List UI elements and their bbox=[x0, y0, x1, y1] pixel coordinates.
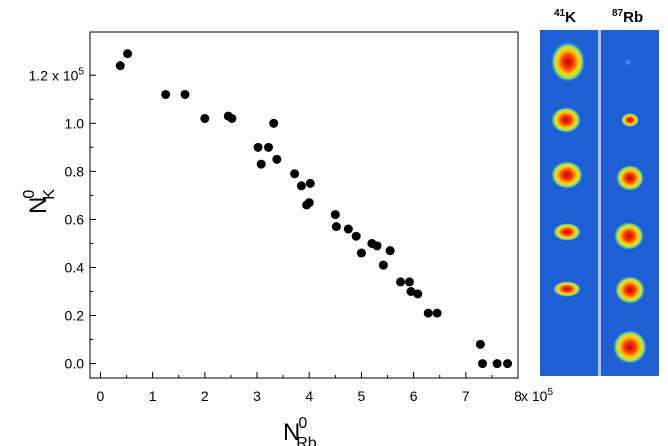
x-tick-label: 3 bbox=[253, 388, 261, 404]
y-axis-title: N0 K bbox=[21, 189, 58, 214]
data-point bbox=[296, 181, 306, 191]
data-point bbox=[161, 89, 171, 99]
data-point bbox=[356, 248, 366, 258]
x-tick-label: 5 bbox=[358, 388, 366, 404]
data-point bbox=[372, 241, 382, 251]
data-point bbox=[404, 277, 414, 287]
k-cloud bbox=[553, 223, 581, 241]
data-point bbox=[304, 198, 314, 208]
rb-cloud bbox=[623, 57, 633, 67]
k-cloud bbox=[553, 281, 581, 297]
data-point bbox=[253, 142, 263, 152]
x-axis-ticks: 0 1 2 3 4 5 6 7 8 bbox=[97, 372, 522, 404]
y-tick-label: 0.8 bbox=[65, 163, 85, 179]
data-point bbox=[115, 61, 125, 71]
k-panel-label: 41K bbox=[554, 8, 576, 26]
data-point bbox=[272, 154, 282, 164]
data-point bbox=[423, 308, 433, 318]
absorption-images: 41K 87Rb bbox=[540, 8, 659, 376]
data-point bbox=[478, 359, 488, 369]
data-point bbox=[351, 231, 361, 241]
panel-divider bbox=[598, 30, 601, 376]
data-point bbox=[305, 178, 315, 188]
k-image-panel bbox=[540, 30, 598, 376]
data-point bbox=[396, 277, 406, 287]
rb-panel-label: 87Rb bbox=[612, 8, 643, 26]
rb-cloud bbox=[616, 165, 644, 191]
y-tick-label: 1.0 bbox=[65, 115, 85, 131]
data-point bbox=[385, 246, 395, 256]
data-point bbox=[331, 222, 341, 232]
data-point bbox=[290, 169, 300, 179]
k-cloud bbox=[551, 42, 585, 82]
y-tick-label: 0.0 bbox=[65, 356, 85, 372]
data-points bbox=[115, 49, 513, 369]
x-tick-label: 2 bbox=[201, 388, 209, 404]
k-cloud bbox=[551, 107, 581, 133]
y-tick-label: 1.2 x 105 bbox=[29, 66, 85, 83]
data-point bbox=[180, 89, 190, 99]
x-tick-label: 8 bbox=[514, 388, 522, 404]
data-point bbox=[343, 224, 353, 234]
x-tick-label: 0 bbox=[97, 388, 105, 404]
y-tick-label: 0.2 bbox=[65, 308, 85, 324]
rb-image-panel bbox=[601, 30, 659, 376]
k-cloud bbox=[551, 161, 583, 189]
y-tick-label: 0.4 bbox=[65, 259, 85, 275]
data-point bbox=[256, 159, 266, 169]
x-axis-multiplier: x 105 bbox=[521, 387, 553, 404]
data-point bbox=[269, 118, 279, 128]
data-point bbox=[264, 142, 274, 152]
x-tick-label: 7 bbox=[462, 388, 470, 404]
data-point bbox=[503, 359, 513, 369]
rb-cloud bbox=[613, 330, 647, 364]
y-tick-label: 0.6 bbox=[65, 211, 85, 227]
plot-frame bbox=[89, 31, 519, 379]
rb-cloud bbox=[614, 222, 644, 250]
data-point bbox=[406, 287, 416, 296]
x-tick-label: 1 bbox=[149, 388, 157, 404]
y-axis-ticks: 0.0 0.2 0.4 0.6 0.8 1.0 1.2 x 105 bbox=[29, 66, 96, 372]
data-point bbox=[378, 260, 388, 270]
data-point bbox=[475, 339, 485, 349]
x-axis-title: N0 Rb bbox=[283, 415, 317, 446]
data-point bbox=[413, 289, 423, 299]
rb-cloud bbox=[615, 276, 645, 304]
data-point bbox=[200, 114, 210, 123]
x-tick-label: 6 bbox=[410, 388, 418, 404]
data-point bbox=[330, 210, 340, 220]
data-point bbox=[432, 308, 442, 318]
x-tick-label: 4 bbox=[305, 388, 313, 404]
data-point bbox=[492, 359, 502, 369]
data-point bbox=[123, 49, 133, 59]
rb-cloud bbox=[621, 113, 639, 127]
data-point bbox=[227, 114, 237, 123]
